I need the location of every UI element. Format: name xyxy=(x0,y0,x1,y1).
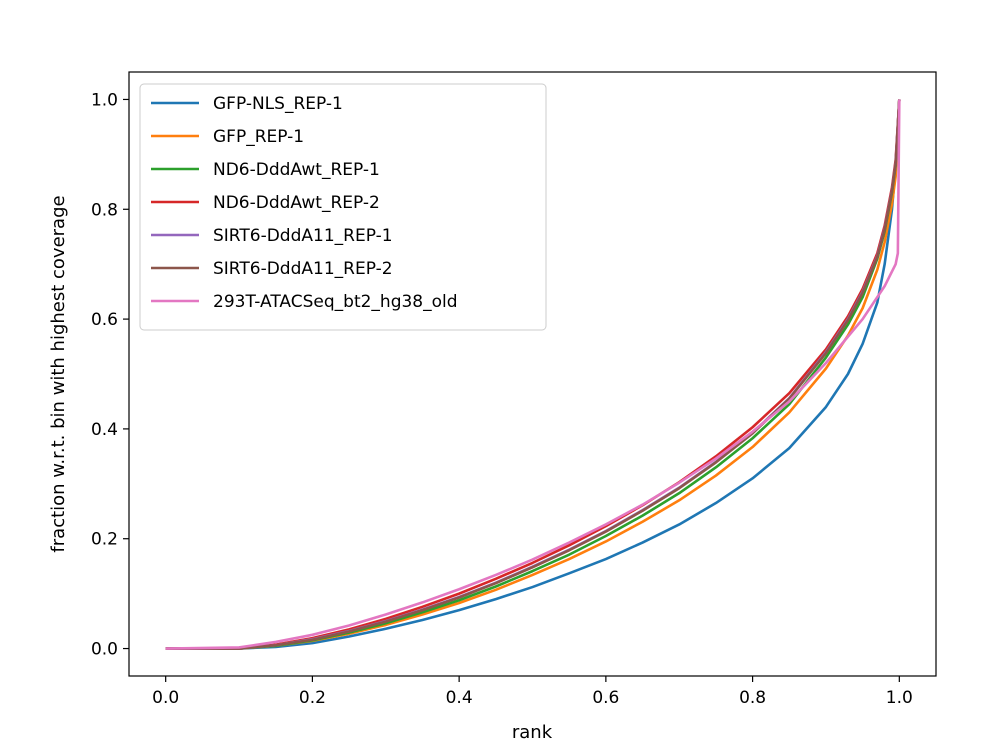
x-tick-label: 0.4 xyxy=(446,688,473,708)
x-tick-label: 0.0 xyxy=(152,688,179,708)
series-line-7 xyxy=(165,99,901,650)
x-axis-label: rank xyxy=(512,722,553,743)
legend-label: ND6-DddAwt_REP-1 xyxy=(213,160,380,180)
x-tick-label: 0.2 xyxy=(299,688,326,708)
series-line-6 xyxy=(165,99,901,650)
y-tick-label: 0.0 xyxy=(91,640,118,660)
legend-label: SIRT6-DddA11_REP-2 xyxy=(213,259,393,279)
y-axis-ticks: 0.0 0.2 0.4 0.6 0.8 1.0 xyxy=(91,90,129,660)
y-tick-label: 0.4 xyxy=(91,420,118,440)
x-tick-label: 0.6 xyxy=(592,688,619,708)
x-tick-label: 1.0 xyxy=(886,688,913,708)
legend-label: GFP-NLS_REP-1 xyxy=(213,94,343,114)
series-layer xyxy=(165,99,901,650)
legend-frame xyxy=(139,83,547,331)
legend-label: GFP_REP-1 xyxy=(213,127,304,147)
y-tick-label: 1.0 xyxy=(91,90,118,110)
legend-label: SIRT6-DddA11_REP-1 xyxy=(213,226,393,246)
y-tick-label: 0.2 xyxy=(91,530,118,550)
y-tick-label: 0.6 xyxy=(91,310,118,330)
plot-frame xyxy=(128,71,937,677)
y-axis-label: fraction w.r.t. bin with highest coverag… xyxy=(48,195,69,552)
x-axis-ticks: 0.0 0.2 0.4 0.6 0.8 1.0 xyxy=(152,676,913,708)
legend: GFP-NLS_REP-1 GFP_REP-1 ND6-DddAwt_REP-1 ND… xyxy=(139,83,547,331)
x-tick-label: 0.8 xyxy=(739,688,766,708)
legend-label: 293T-ATACSeq_bt2_hg38_old xyxy=(213,292,458,312)
y-tick-label: 0.8 xyxy=(91,200,118,220)
legend-label: ND6-DddAwt_REP-2 xyxy=(213,193,380,213)
series-line-1 xyxy=(165,99,901,650)
